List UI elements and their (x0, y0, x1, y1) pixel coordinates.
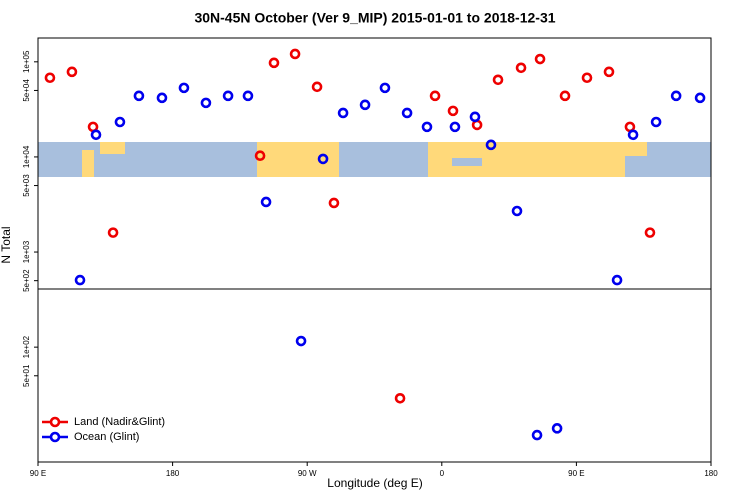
y-tick-label: 5e+02 (22, 269, 31, 292)
point (74, 274, 86, 286)
point (485, 139, 497, 151)
point (515, 62, 527, 74)
x-tick-label: 180 (166, 469, 180, 478)
point (156, 92, 168, 104)
point (114, 116, 126, 128)
point (44, 72, 56, 84)
point (469, 111, 481, 123)
x-tick-label: 90 E (568, 469, 584, 478)
point (379, 82, 391, 94)
x-tick-label: 180 (704, 469, 718, 478)
point (295, 335, 307, 347)
x-tick-label: 90 W (298, 469, 317, 478)
point (421, 121, 433, 133)
point (449, 121, 461, 133)
point (531, 429, 543, 441)
point (289, 48, 301, 60)
point (328, 197, 340, 209)
point (200, 97, 212, 109)
point (401, 107, 413, 119)
legend-label: Ocean (Glint) (74, 431, 139, 443)
point (627, 129, 639, 141)
point (492, 74, 504, 86)
legend-label: Land (Nadir&Glint) (74, 416, 165, 428)
point (254, 150, 266, 162)
x-tick-label: 90 E (30, 469, 46, 478)
x-axis-label: Longitude (deg E) (327, 476, 422, 490)
point (337, 107, 349, 119)
y-tick-label: 5e+04 (22, 79, 31, 102)
point (447, 105, 459, 117)
map-band (38, 142, 711, 177)
point (511, 205, 523, 217)
point (268, 57, 280, 69)
plot-frame (37, 37, 712, 463)
point (644, 227, 656, 238)
y-tick-label: 5e+03 (22, 174, 31, 197)
y-tick-label: 1e+03 (22, 240, 31, 263)
y-tick-label: 1e+02 (22, 335, 31, 358)
point (650, 116, 662, 128)
legend-marker (49, 416, 61, 428)
point (260, 196, 272, 208)
point (559, 90, 571, 102)
point (311, 81, 323, 93)
point (222, 90, 234, 102)
point (133, 90, 145, 102)
chart-title: 30N-45N October (Ver 9_MIP) 2015-01-01 t… (194, 10, 555, 26)
point (394, 392, 406, 404)
point (66, 66, 78, 78)
legend-marker (49, 431, 61, 443)
point (603, 66, 615, 78)
point (90, 129, 102, 141)
point (359, 99, 371, 111)
point (611, 274, 623, 286)
point (581, 72, 593, 84)
point (242, 90, 254, 102)
point (534, 53, 546, 65)
point (471, 119, 483, 131)
y-tick-label: 1e+04 (22, 145, 31, 168)
point (670, 90, 682, 102)
x-tick-label: 0 (440, 469, 445, 478)
y-tick-label: 5e+01 (22, 364, 31, 387)
point (317, 153, 329, 165)
point (429, 90, 441, 102)
y-axis-label: N Total (0, 226, 13, 263)
point (178, 82, 190, 94)
y-tick-label: 1e+05 (22, 50, 31, 73)
point (694, 92, 706, 104)
point (107, 227, 119, 238)
point (551, 423, 563, 434)
